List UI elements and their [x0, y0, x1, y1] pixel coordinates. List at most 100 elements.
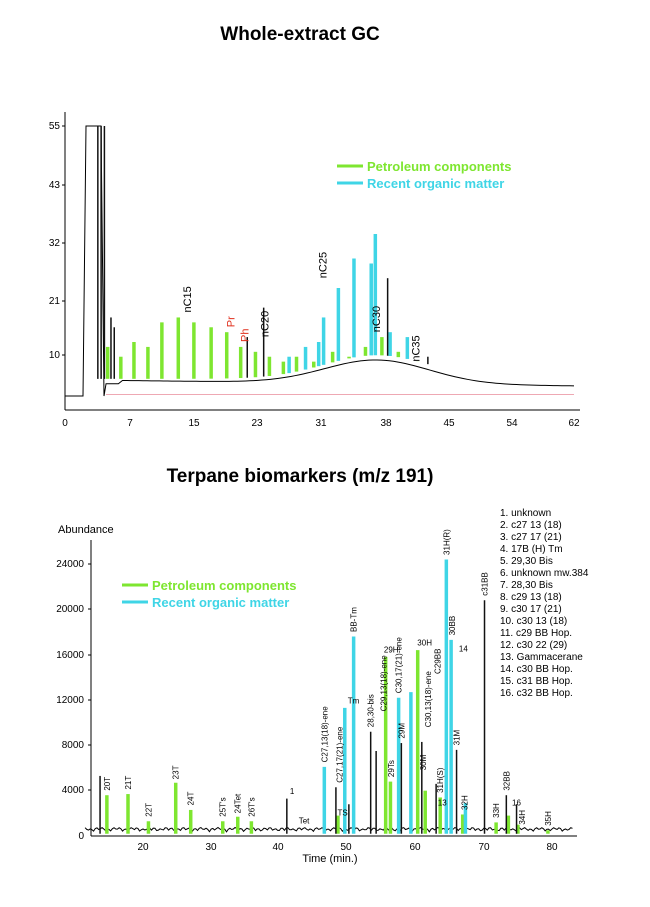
terpane-y-tick-0: 0: [78, 831, 84, 842]
gc-y-tick-55: 55: [49, 121, 61, 132]
terpane-annotation-label: 30M: [419, 754, 428, 770]
key-item-12: 12. c30 22 (29): [500, 640, 567, 651]
gc-annotation-label: Pr: [226, 316, 238, 327]
terpane-annotation-label: 24T: [187, 792, 196, 806]
key-item-10: 10. c30 13 (18): [500, 616, 567, 627]
key-item-11: 11. c29 BB Hop.: [500, 628, 572, 639]
gc-annotation-label: nC20: [259, 311, 271, 337]
terpane-annotation-label: 34H: [518, 810, 527, 825]
terpane-baseline-line: [84, 826, 573, 833]
gc-y-tick-21: 21: [49, 296, 61, 307]
terpane-annotation-label: 31M: [453, 729, 462, 745]
key-item-15: 15. c31 BB Hop.: [500, 676, 573, 687]
gc-legend: Petroleum components Recent organic matt…: [337, 159, 511, 191]
terpane-annotation-label: 30H: [417, 639, 432, 648]
terpane-annotation-label: 14: [459, 644, 468, 653]
terpane-annotation-label: 31H(R): [442, 529, 451, 555]
terpane-annotation-label: 31H(S): [436, 767, 445, 793]
terpane-ylabel: Abundance: [58, 524, 114, 536]
key-item-9: 9. c30 17 (21): [500, 604, 562, 615]
terpane-x-tick-30: 30: [205, 842, 217, 853]
terpane-y-tick-16000: 16000: [56, 650, 84, 661]
terpane-x-tick-60: 60: [409, 842, 421, 853]
gc-x-tick-38: 38: [380, 418, 392, 429]
terpane-annotation-label: 25T's: [219, 797, 228, 816]
terpane-annotation-label: 22T: [144, 803, 153, 817]
terpane-x-tick-50: 50: [340, 842, 352, 853]
terpane-x-tick-70: 70: [478, 842, 490, 853]
gc-annotation-label: nC30: [371, 306, 383, 332]
gc-y-tick-32: 32: [49, 238, 61, 249]
terpane-y-tick-24000: 24000: [56, 559, 84, 570]
terpane-key: 1. unknown 2. c27 13 (18) 3. c27 17 (21)…: [500, 508, 589, 699]
key-item-6: 6. unknown mw.384: [500, 568, 589, 579]
gc-x-tick-54: 54: [506, 418, 518, 429]
terpane-annotation-label: C27,13(18)-ene: [320, 706, 329, 763]
terpane-legend-recent: Recent organic matter: [152, 595, 289, 610]
key-item-2: 2. c27 13 (18): [500, 520, 562, 531]
terpane-x-tick-20: 20: [137, 842, 149, 853]
key-item-13: 13. Gammacerane: [500, 652, 583, 663]
gc-annotation-label: nC35: [410, 335, 422, 361]
terpane-annotations: 20T 21T 22T 23T 24T 25T's 24Tet 26T's 1 Tet C27,13…: [103, 529, 553, 826]
key-item-4: 4. 17B (H) Tm: [500, 544, 563, 555]
terpane-legend-petroleum: Petroleum components: [152, 578, 296, 593]
terpane-axes: [90, 540, 577, 837]
gc-x-tick-0: 0: [62, 418, 68, 429]
terpane-annotation-label: 32BB: [502, 771, 511, 791]
terpane-annotation-label: 29H: [384, 645, 399, 654]
terpane-annotation-label: C30,13(18)-ene: [424, 671, 433, 728]
terpane-annotation-label: 32H: [461, 795, 470, 810]
gc-annotation-label: nC15: [182, 286, 194, 312]
gc-trace: [65, 125, 575, 397]
gc-title: Whole-extract GC: [220, 24, 380, 45]
terpane-y-tick-12000: 12000: [56, 695, 84, 706]
terpane-annotation-label: BB-Tm: [350, 607, 359, 632]
terpane-title: Terpane biomarkers (m/z 191): [167, 466, 434, 487]
terpane-annotation-label: C29,13(18)-ene: [380, 655, 389, 712]
terpane-x-tick-40: 40: [272, 842, 284, 853]
terpane-x-ticks: 20 30 40 50 60 70 80: [137, 842, 558, 853]
key-item-16: 16. c32 BB Hop.: [500, 688, 573, 699]
gc-y-tick-10: 10: [49, 350, 61, 361]
gc-legend-petroleum: Petroleum components: [367, 159, 511, 174]
terpane-x-tick-80: 80: [546, 842, 558, 853]
terpane-annotation-label: 26T's: [247, 797, 256, 816]
gc-chart: Whole-extract GC 55 43 32 21 10 0 7 15 2…: [49, 24, 580, 429]
key-item-14: 14. c30 BB Hop.: [500, 664, 573, 675]
terpane-chart: Terpane biomarkers (m/z 191) Abundance T…: [56, 466, 589, 865]
terpane-annotation-label: 20T: [103, 777, 112, 791]
terpane-annotation-label: 30BB: [448, 616, 457, 636]
terpane-annotation-label: 33H: [492, 803, 501, 818]
terpane-annotation-label: C30,17(21)-ene: [395, 637, 404, 694]
terpane-annotation-label: c31BB: [481, 572, 490, 596]
terpane-annotation-label: C29BB: [433, 649, 442, 674]
gc-annotation-label: nC25: [318, 252, 330, 278]
terpane-annotation-label: Tet: [299, 817, 310, 826]
terpane-annotation-label: 1: [290, 787, 295, 796]
terpane-xlabel: Time (min.): [302, 853, 357, 865]
gc-x-tick-62: 62: [568, 418, 580, 429]
gc-y-tick-43: 43: [49, 180, 61, 191]
terpane-legend: Petroleum components Recent organic matt…: [122, 578, 296, 610]
terpane-trace: [84, 826, 573, 833]
terpane-annotation-label: 29M: [397, 723, 406, 739]
terpane-y-tick-20000: 20000: [56, 604, 84, 615]
key-item-5: 5. 29,30 Bis: [500, 556, 553, 567]
gc-axes: [64, 112, 580, 411]
terpane-annotation-label: 28,30-bis: [367, 694, 376, 727]
gc-baseline-line: [65, 125, 575, 397]
gc-annotation-label: Ph: [240, 329, 252, 342]
terpane-annotation-label: 21T: [124, 776, 133, 790]
terpane-annotation-label: 16: [512, 798, 521, 807]
terpane-annotation-label: 35H: [544, 811, 553, 826]
terpane-annotation-label: 24Tet: [234, 793, 243, 813]
terpane-annotation-label: TS: [338, 809, 348, 818]
terpane-annotation-label: 13: [438, 798, 447, 807]
gc-x-tick-15: 15: [188, 418, 200, 429]
gc-peaks: [97, 126, 429, 379]
terpane-annotation-label: C27,17(21)-ene: [335, 726, 344, 783]
